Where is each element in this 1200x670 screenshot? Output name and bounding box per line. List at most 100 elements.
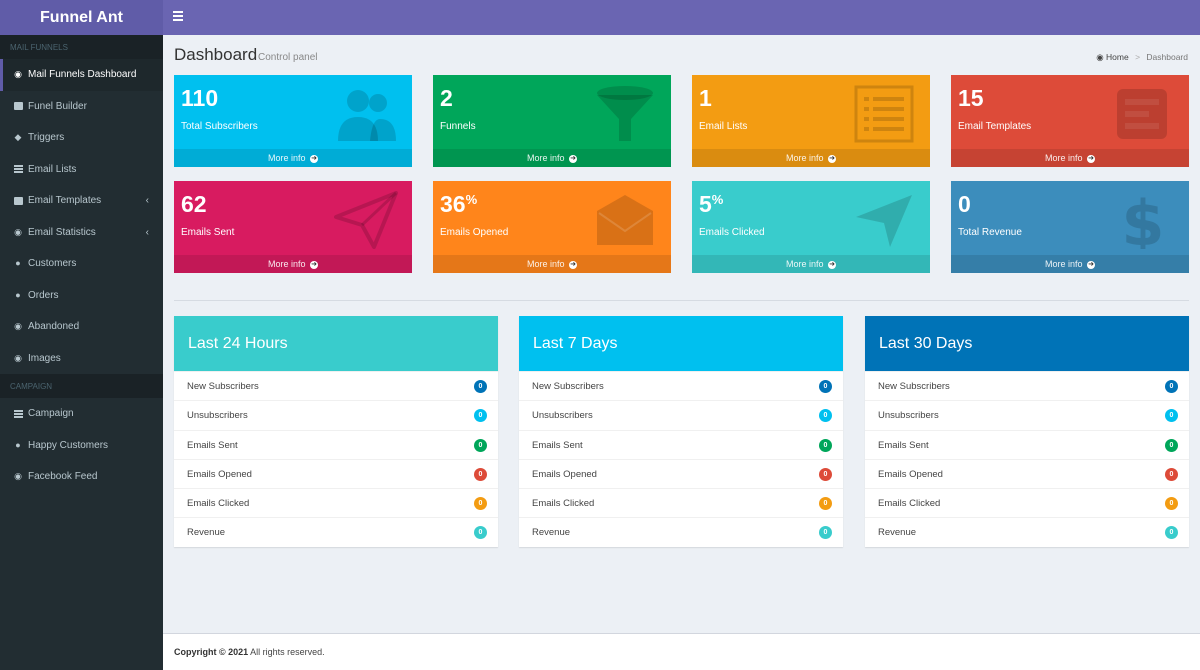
metric-label: Emails Clicked	[878, 498, 941, 510]
more-info-link[interactable]: More info ➜	[433, 255, 671, 273]
sidebar-item-facebook-feed[interactable]: ◉ Facebook Feed	[0, 461, 163, 493]
metric-label: Revenue	[878, 527, 917, 539]
count-badge: 0	[474, 380, 487, 393]
stat-label: Total Subscribers	[181, 121, 258, 132]
metric-label: Emails Sent	[187, 439, 238, 451]
stat-box-funnels: 2 Funnels More info ➜	[433, 75, 671, 167]
sidebar-section-header: MAIL FUNNELS	[0, 35, 163, 59]
sidebar-item-triggers[interactable]: ◆ Triggers	[0, 122, 163, 154]
stat-value: 15	[958, 85, 984, 111]
dashboard-icon: ◉	[14, 471, 22, 481]
sidebar-item-label: Email Templates	[28, 195, 102, 206]
list-item: Emails Clicked 0	[519, 488, 843, 517]
arrow-circle-right-icon: ➜	[569, 154, 578, 163]
count-badge: 0	[474, 526, 487, 540]
envelope-icon	[593, 191, 657, 249]
more-info-link[interactable]: More info ➜	[433, 149, 671, 167]
period-panel-last-7-days: Last 7 Days New Subscribers 0 Unsubscribers…	[519, 316, 843, 547]
arrow-circle-right-icon: ➜	[1087, 260, 1096, 269]
panel-header: Last 24 Hours	[174, 316, 498, 371]
count-badge: 0	[1165, 497, 1178, 511]
stat-value: 36%	[440, 191, 478, 217]
sidebar-item-email-templates[interactable]: Email Templates ‹	[0, 185, 163, 217]
list-item: Emails Sent 0	[174, 429, 498, 459]
sidebar-item-email-statistics[interactable]: ◉ Email Statistics ‹	[0, 217, 163, 249]
count-badge: 0	[819, 438, 832, 452]
stat-value: 1	[699, 85, 712, 111]
rights-text: All rights reserved.	[248, 647, 325, 657]
more-info-link[interactable]: More info ➜	[951, 255, 1189, 273]
divider	[174, 300, 1189, 301]
list-item: Unsubscribers 0	[174, 400, 498, 429]
count-badge: 0	[474, 438, 487, 452]
metric-label: Emails Opened	[187, 468, 252, 480]
app-logo[interactable]: Funnel Ant	[0, 0, 163, 35]
more-info-link[interactable]: More info ➜	[692, 255, 930, 273]
sidebar-item-email-lists[interactable]: Email Lists	[0, 154, 163, 186]
count-badge: 0	[819, 467, 832, 481]
more-info-link[interactable]: More info ➜	[951, 149, 1189, 167]
panel-header: Last 7 Days	[519, 316, 843, 371]
more-info-link[interactable]: More info ➜	[692, 149, 930, 167]
count-badge: 0	[819, 497, 832, 511]
list-item: New Subscribers 0	[865, 371, 1189, 400]
metric-label: Unsubscribers	[532, 410, 593, 422]
arrow-circle-right-icon: ➜	[310, 154, 319, 163]
sidebar-item-campaign[interactable]: Campaign	[0, 398, 163, 430]
stat-value: 5%	[699, 191, 724, 217]
stat-box-total-revenue: 0 Total Revenue $ More info ➜	[951, 181, 1189, 273]
dashboard-icon: ◉	[14, 321, 22, 331]
metric-label: Emails Clicked	[532, 498, 595, 510]
sidebar-item-label: Campaign	[28, 408, 74, 419]
more-info-link[interactable]: More info ➜	[174, 255, 412, 273]
stat-label: Emails Sent	[181, 227, 235, 238]
list-item: Unsubscribers 0	[519, 400, 843, 429]
footer: Copyright © 2021 All rights reserved.	[163, 633, 1200, 670]
panel-header: Last 30 Days	[865, 316, 1189, 371]
list-alt-icon	[852, 85, 916, 143]
metric-label: Unsubscribers	[878, 410, 939, 422]
list-item: New Subscribers 0	[519, 371, 843, 400]
sidebar-item-mail-funnels-dashboard[interactable]: ◉ Mail Funnels Dashboard	[0, 59, 163, 91]
stat-box-total-subscribers: 110 Total Subscribers More info ➜	[174, 75, 412, 167]
stat-value: 0	[958, 191, 971, 217]
count-badge: 0	[1165, 380, 1178, 393]
breadcrumb-home[interactable]: Home	[1106, 52, 1129, 62]
stat-label: Emails Clicked	[699, 227, 765, 238]
arrow-circle-right-icon: ➜	[310, 260, 319, 269]
count-badge: 0	[474, 497, 487, 511]
more-info-link[interactable]: More info ➜	[174, 149, 412, 167]
stat-box-emails-clicked: 5% Emails Clicked More info ➜	[692, 181, 930, 273]
sidebar-item-customers[interactable]: ● Customers	[0, 248, 163, 280]
list-item: Emails Sent 0	[865, 429, 1189, 459]
sidebar-item-label: Mail Funnels Dashboard	[28, 69, 137, 80]
stat-value: 110	[181, 85, 219, 111]
metric-label: Revenue	[532, 527, 571, 539]
sidebar-toggle-icon[interactable]	[173, 11, 183, 23]
dollar-icon: $	[1111, 187, 1175, 260]
list-item: Emails Sent 0	[519, 429, 843, 459]
location-arrow-icon	[852, 191, 916, 249]
list-item: Emails Opened 0	[174, 458, 498, 488]
sidebar-item-abandoned[interactable]: ◉ Abandoned	[0, 311, 163, 343]
sidebar-item-label: Email Lists	[28, 163, 77, 175]
sidebar-item-happy-customers[interactable]: ● Happy Customers	[0, 430, 163, 462]
stat-label: Funnels	[440, 121, 476, 132]
edit-icon	[12, 91, 24, 123]
sidebar-item-funel-builder[interactable]: Funel Builder	[0, 91, 163, 123]
stat-value: 2	[440, 85, 453, 111]
stat-label: Email Lists	[699, 121, 748, 132]
stat-box-emails-opened: 36% Emails Opened More info ➜	[433, 181, 671, 273]
page-subtitle: Control panel	[258, 52, 318, 63]
camera-icon: ◉	[14, 352, 22, 363]
users-icon: ●	[15, 258, 21, 268]
sidebar-item-images[interactable]: ◉ Images	[0, 343, 163, 375]
sidebar: MAIL FUNNELS ◉ Mail Funnels Dashboard Fune…	[0, 35, 163, 670]
stat-box-email-templates: 15 Email Templates More info ➜	[951, 75, 1189, 167]
sidebar-item-orders[interactable]: ● Orders	[0, 280, 163, 312]
metric-label: Emails Opened	[878, 468, 943, 480]
metric-label: Emails Clicked	[187, 498, 250, 510]
stat-box-emails-sent: 62 Emails Sent More info ➜	[174, 181, 412, 273]
list-item: New Subscribers 0	[174, 371, 498, 400]
period-panel-last-30-days: Last 30 Days New Subscribers 0 Unsubscriber…	[865, 316, 1189, 547]
